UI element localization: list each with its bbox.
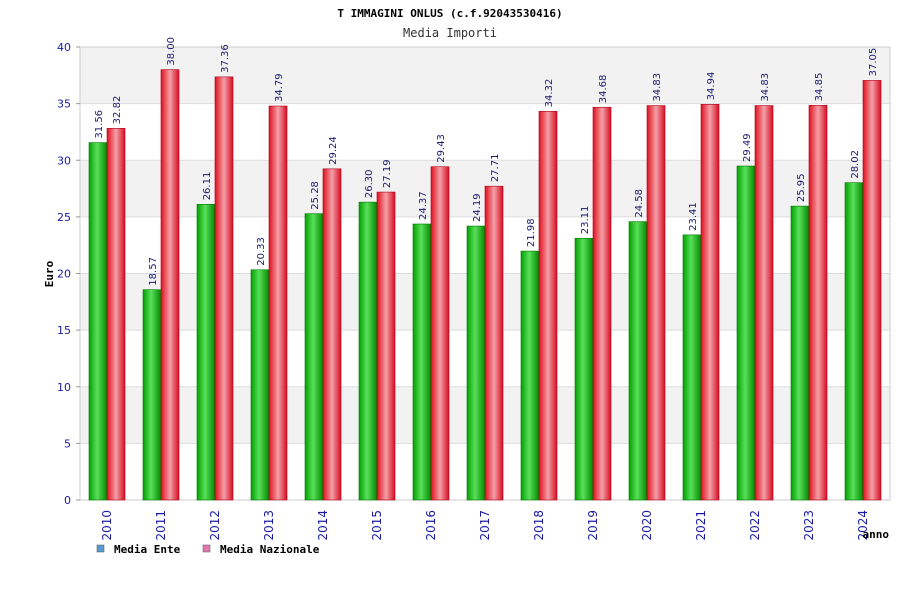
- data-label: 37.05: [868, 48, 879, 77]
- data-label: 25.28: [310, 181, 321, 210]
- bar-media-nazionale: [214, 76, 234, 501]
- data-label: 38.00: [166, 37, 177, 66]
- data-label: 27.71: [490, 154, 501, 183]
- bar-media-nazionale: [430, 166, 450, 501]
- bar-media-ente: [790, 205, 810, 501]
- y-tick-label: 30: [57, 154, 71, 167]
- y-tick-label: 5: [64, 437, 71, 450]
- bar-media-ente: [196, 204, 216, 501]
- x-tick-label: 2012: [208, 510, 222, 541]
- bar-media-nazionale: [268, 105, 288, 501]
- legend-swatch: [202, 544, 211, 553]
- data-label: 20.33: [256, 237, 267, 266]
- data-label: 34.83: [652, 73, 663, 102]
- x-tick-label: 2014: [316, 510, 330, 541]
- data-label: 28.02: [850, 150, 861, 179]
- bar-media-nazionale: [700, 104, 720, 501]
- bar-media-ente: [520, 250, 540, 501]
- bar-media-ente: [88, 142, 108, 501]
- data-label: 25.95: [796, 173, 807, 202]
- x-tick-label: 2015: [370, 510, 384, 541]
- x-tick-label: 2013: [262, 510, 276, 541]
- bar-media-ente: [304, 213, 324, 501]
- data-label: 24.37: [418, 191, 429, 220]
- data-label: 29.24: [328, 136, 339, 165]
- y-tick-label: 10: [57, 381, 71, 394]
- legend: Media Ente Media Nazionale: [96, 543, 320, 556]
- data-label: 34.68: [598, 75, 609, 104]
- data-label: 34.94: [706, 72, 717, 101]
- legend-swatch: [96, 544, 105, 553]
- data-label: 29.43: [436, 134, 447, 163]
- data-label: 34.79: [274, 73, 285, 102]
- x-axis-label: anno: [863, 528, 890, 541]
- chart-subtitle: Media Importi: [403, 26, 497, 40]
- data-label: 23.41: [688, 202, 699, 231]
- x-tick-label: 2023: [802, 510, 816, 541]
- y-tick-label: 25: [57, 211, 71, 224]
- bar-media-ente: [736, 165, 756, 501]
- x-tick-label: 2019: [586, 510, 600, 541]
- data-label: 18.57: [148, 257, 159, 286]
- bar-media-ente: [574, 237, 594, 501]
- bar-media-nazionale: [592, 106, 612, 501]
- data-label: 23.11: [580, 206, 591, 235]
- bar-media-nazionale: [160, 69, 180, 501]
- bar-media-ente: [628, 221, 648, 501]
- x-tick-label: 2016: [424, 510, 438, 541]
- data-label: 27.19: [382, 159, 393, 188]
- chart-title: T IMMAGINI ONLUS (c.f.92043530416): [337, 7, 562, 20]
- data-label: 29.49: [742, 133, 753, 162]
- data-label: 21.98: [526, 218, 537, 247]
- bar-media-nazionale: [754, 105, 774, 501]
- x-tick-label: 2011: [154, 510, 168, 541]
- data-label: 32.82: [112, 96, 123, 125]
- bar-media-nazionale: [376, 191, 396, 501]
- y-tick-label: 20: [57, 268, 71, 281]
- y-axis-label: Euro: [43, 260, 56, 287]
- y-tick-label: 35: [57, 98, 71, 111]
- y-tick-label: 15: [57, 324, 71, 337]
- bar-media-nazionale: [862, 80, 882, 501]
- bar-media-ente: [250, 269, 270, 501]
- bar-media-ente: [844, 182, 864, 501]
- bar-media-ente: [412, 223, 432, 501]
- data-label: 34.83: [760, 73, 771, 102]
- y-tick-label: 0: [64, 494, 71, 507]
- x-tick-label: 2010: [100, 510, 114, 541]
- bar-media-ente: [142, 289, 162, 501]
- data-label: 31.56: [94, 110, 105, 139]
- x-tick-label: 2021: [694, 510, 708, 541]
- bar-media-nazionale: [322, 168, 342, 501]
- bar-media-nazionale: [484, 185, 504, 501]
- x-tick-label: 2017: [478, 510, 492, 541]
- legend-label: Media Ente: [114, 543, 181, 556]
- x-axis: 2010 2011 2012 2013 2014 2015 2016 2017 2018 2019…: [100, 510, 870, 541]
- x-tick-label: 2022: [748, 510, 762, 541]
- bar-media-nazionale: [646, 105, 666, 501]
- bars: 31.56 32.82 18.57 38.00 26.11 37.36 20.33 34.79…: [88, 37, 882, 501]
- bar-media-ente: [466, 225, 486, 501]
- bar-media-ente: [358, 201, 378, 501]
- data-label: 26.30: [364, 170, 375, 199]
- bar-media-nazionale: [106, 128, 126, 501]
- x-tick-label: 2024: [856, 510, 870, 541]
- bar-media-nazionale: [808, 105, 828, 501]
- x-tick-label: 2020: [640, 510, 654, 541]
- data-label: 34.32: [544, 79, 555, 108]
- x-tick-label: 2018: [532, 510, 546, 541]
- data-label: 24.19: [472, 193, 483, 222]
- y-axis: 0 5 10 15 20 25 30 35 40: [57, 41, 80, 507]
- bar-media-nazionale: [538, 111, 558, 501]
- legend-label: Media Nazionale: [220, 543, 320, 556]
- data-label: 34.85: [814, 73, 825, 102]
- data-label: 24.58: [634, 189, 645, 218]
- data-label: 26.11: [202, 172, 213, 201]
- data-label: 37.36: [220, 44, 231, 73]
- bar-media-ente: [682, 234, 702, 501]
- y-tick-label: 40: [57, 41, 71, 54]
